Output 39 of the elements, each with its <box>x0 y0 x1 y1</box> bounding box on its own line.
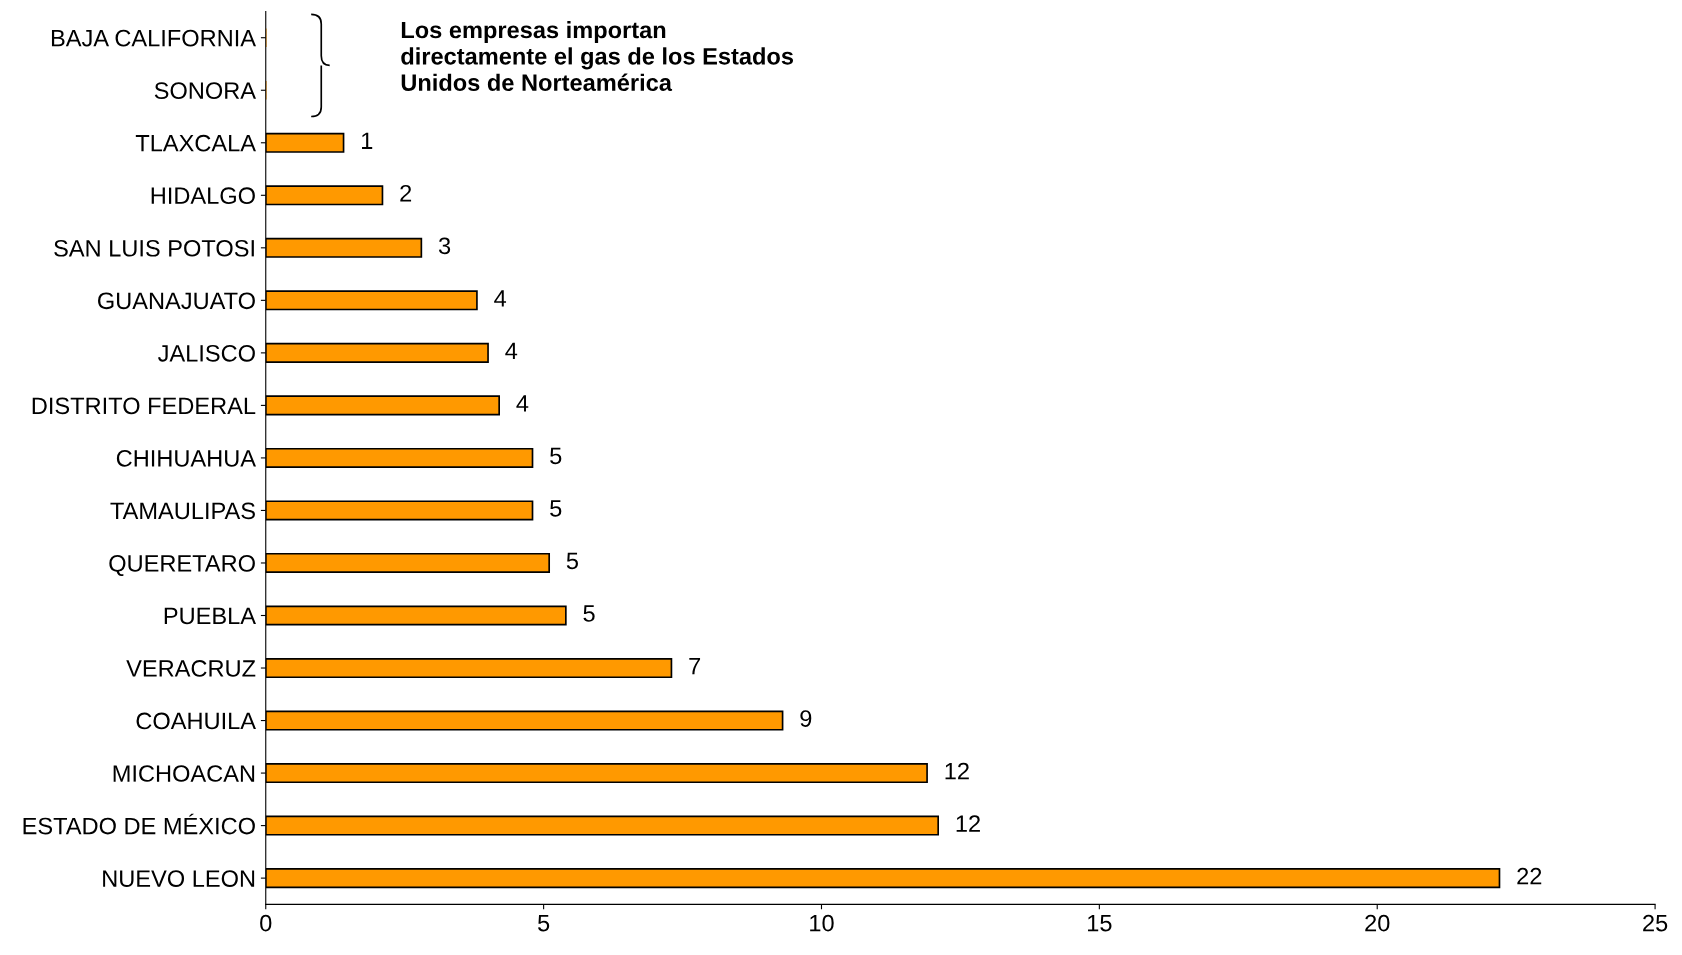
data-label: 5 <box>550 500 562 517</box>
y-tick-label: QUERETARO <box>109 555 255 576</box>
data-label: 2 <box>400 184 412 202</box>
data-label: 22 <box>1517 867 1542 885</box>
data-label: 5 <box>583 605 595 622</box>
x-tick-label: 5 <box>538 914 550 932</box>
y-tick-label: DISTRITO FEDERAL <box>32 397 256 415</box>
x-tick-label: 20 <box>1365 914 1390 932</box>
data-label: 12 <box>945 762 969 780</box>
annotation: Los empresas importan directamente el gas de los Estados Unidos de Norteamérica <box>401 21 794 92</box>
x-tick-label: 15 <box>1088 914 1112 932</box>
y-tick-label: TAMAULIPAS <box>110 502 255 520</box>
y-tick-label: BAJA CALIFORNIA <box>51 29 256 47</box>
data-label: 9 <box>800 710 812 727</box>
y-tick-label: TLAXCALA <box>135 134 256 152</box>
y-tick-label: CHIHUAHUA <box>116 449 256 467</box>
y-tick-label: MICHOACAN <box>113 765 255 782</box>
data-label: 4 <box>505 342 518 359</box>
y-tick-label: VERACRUZ <box>126 660 256 677</box>
data-label: 4 <box>516 395 529 412</box>
y-tick-label: ESTADO DE MÉXICO <box>23 813 255 835</box>
x-tick-label: 25 <box>1643 914 1668 932</box>
y-tick-label: JALISCO <box>157 344 255 362</box>
y-tick-label: NUEVO LEON <box>103 870 255 887</box>
data-label: 4 <box>494 290 507 307</box>
y-tick-label: GUANAJUATO <box>98 292 255 310</box>
y-tick-label: COAHUILA <box>136 712 256 730</box>
data-label: 3 <box>438 237 451 255</box>
data-label: 5 <box>566 552 578 570</box>
y-tick-label: SAN LUIS POTOSI <box>54 239 254 257</box>
y-tick-label: SONORA <box>154 82 256 100</box>
x-tick-label: 10 <box>810 914 834 932</box>
x-tick-label: 0 <box>260 914 272 932</box>
data-label: 5 <box>550 447 562 465</box>
y-tick-label: HIDALGO <box>151 187 255 205</box>
y-tick-label: PUEBLA <box>164 607 256 625</box>
data-label: 12 <box>956 815 980 832</box>
data-label: 1 <box>362 132 373 149</box>
data-label: 7 <box>689 657 701 675</box>
